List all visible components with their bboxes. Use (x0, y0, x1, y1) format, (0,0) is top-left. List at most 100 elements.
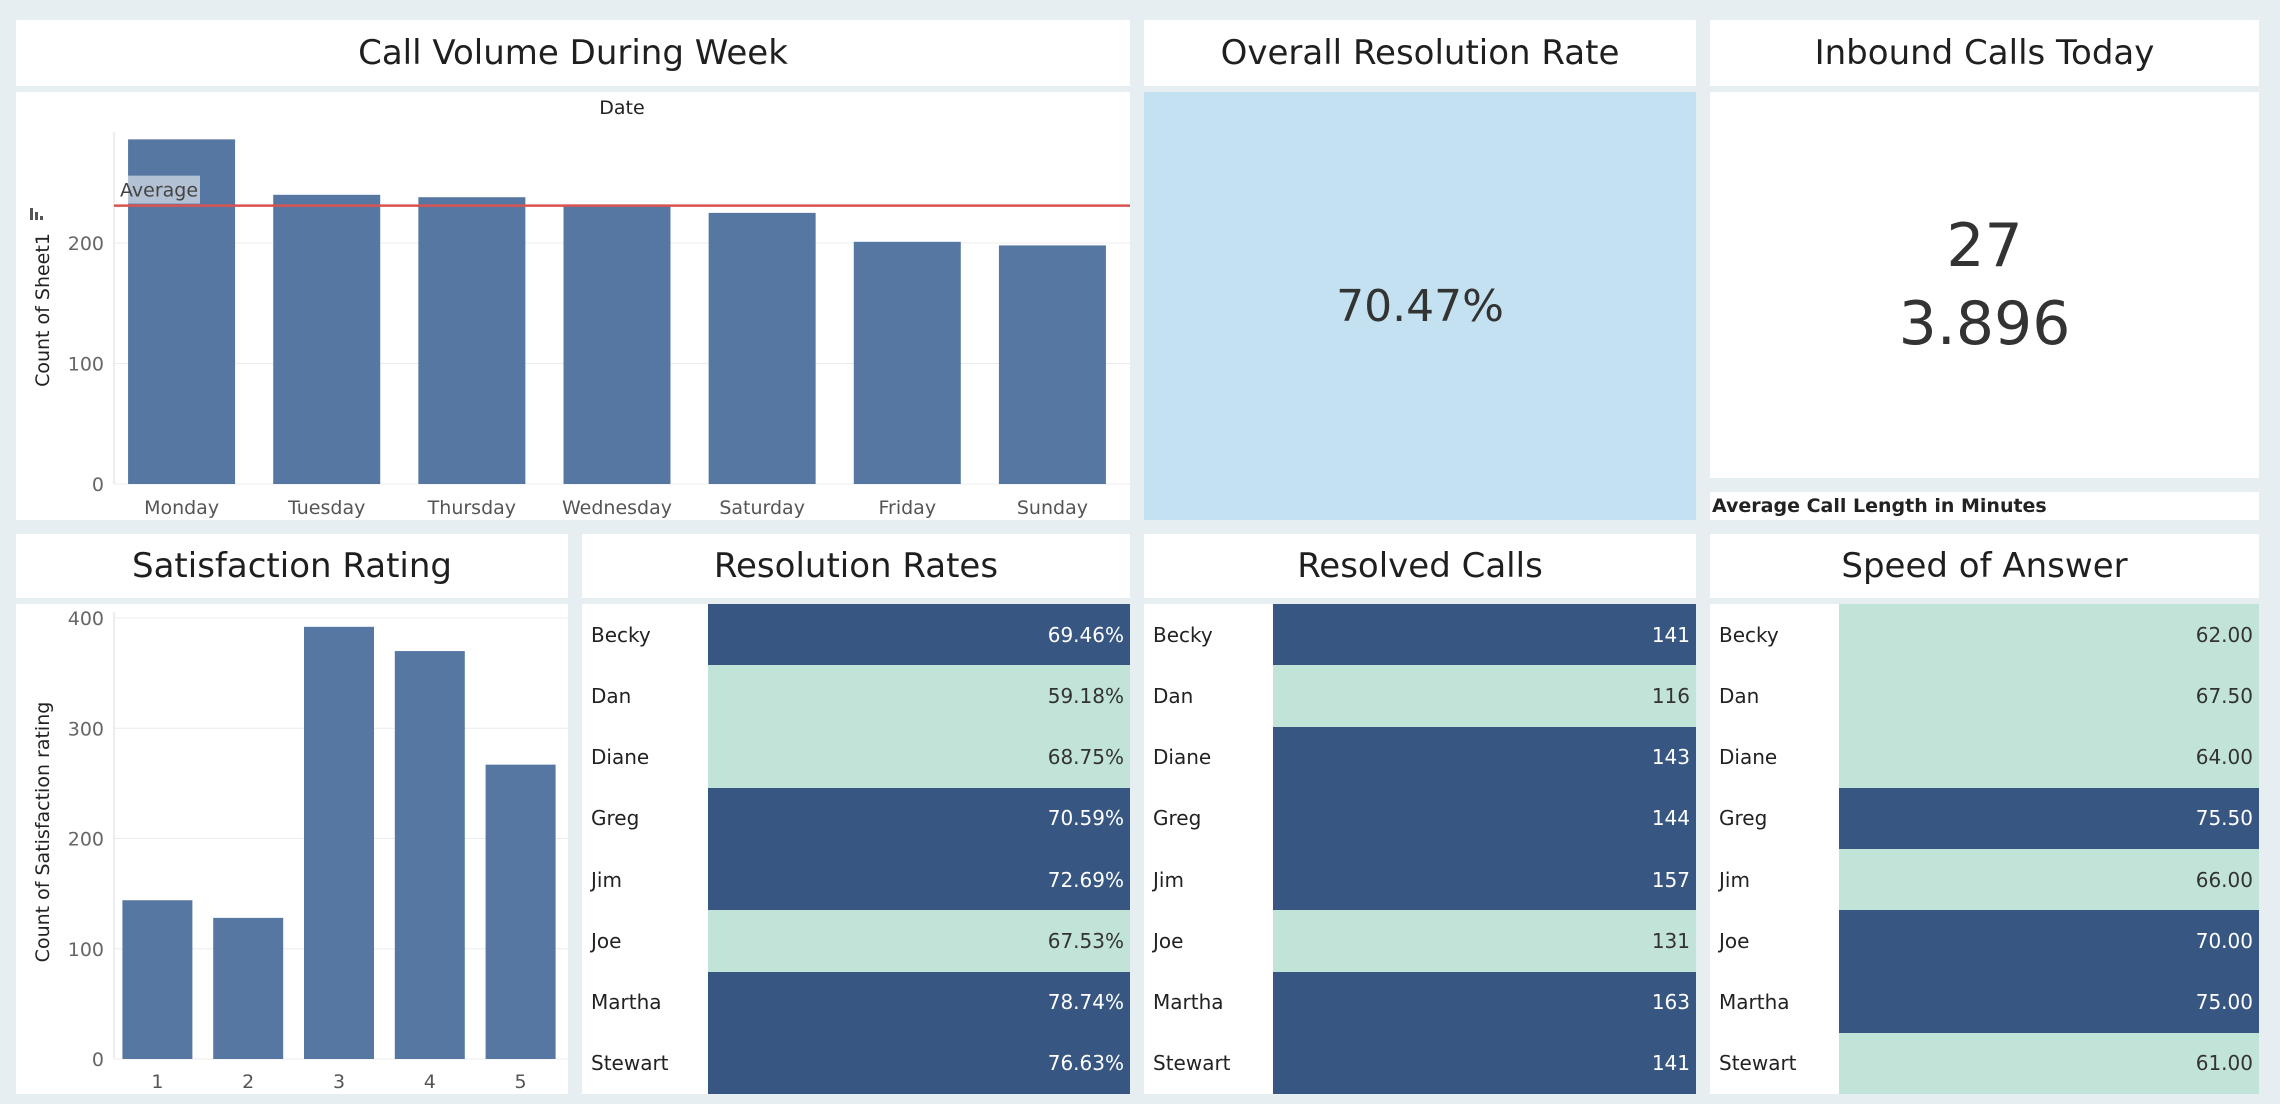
bar-wednesday[interactable] (563, 204, 671, 484)
bar-rating-4[interactable] (394, 651, 465, 1059)
row-value[interactable]: 67.50 (1839, 665, 2259, 727)
bar-tuesday[interactable] (273, 194, 381, 485)
row-value[interactable]: 163 (1273, 971, 1696, 1033)
table-row[interactable]: Jim 66.00 (1710, 849, 2259, 911)
bar-rating-2[interactable] (213, 917, 284, 1059)
x-tick-label: 3 (333, 1071, 345, 1093)
row-name: Greg (1710, 787, 1848, 849)
table-row[interactable]: Greg 75.50 (1710, 787, 2259, 849)
row-name: Becky (582, 604, 717, 666)
row-name: Diane (582, 726, 717, 788)
table-row[interactable]: Becky 141 (1144, 604, 1696, 666)
row-value[interactable]: 75.00 (1839, 971, 2259, 1033)
table-row[interactable]: Joe 67.53% (582, 910, 1130, 972)
resolved-calls-table: Becky 141 Dan 116 Diane 143 Greg 144 Jim 157 Joe 13… (1144, 604, 1696, 1094)
table-row[interactable]: Stewart 61.00 (1710, 1032, 2259, 1094)
row-name: Diane (1144, 726, 1282, 788)
table-row[interactable]: Diane 68.75% (582, 726, 1130, 788)
average-call-length-label: Average Call Length in Minutes (1710, 492, 2259, 520)
satisfaction-svg: 0 100 200 300 400 Count of Satisfaction ratin… (32, 608, 568, 1093)
y-tick-label: 100 (68, 939, 104, 961)
bar-thursday[interactable] (418, 197, 526, 484)
x-tick-label: 5 (515, 1071, 527, 1093)
inbound-calls-title: Inbound Calls Today (1710, 20, 2259, 86)
table-row[interactable]: Stewart 141 (1144, 1032, 1696, 1094)
call-volume-title: Call Volume During Week (16, 20, 1130, 86)
bar-rating-5[interactable] (485, 764, 556, 1059)
satisfaction-title: Satisfaction Rating (16, 534, 568, 598)
y-tick-label: 400 (68, 608, 104, 630)
table-row[interactable]: Dan 67.50 (1710, 665, 2259, 727)
row-value[interactable]: 157 (1273, 849, 1696, 911)
row-value[interactable]: 67.53% (708, 910, 1130, 972)
row-value[interactable]: 64.00 (1839, 726, 2259, 788)
table-row[interactable]: Diane 64.00 (1710, 726, 2259, 788)
table-row[interactable]: Stewart 76.63% (582, 1032, 1130, 1094)
table-row[interactable]: Becky 69.46% (582, 604, 1130, 666)
bar-saturday[interactable] (708, 212, 816, 484)
row-name: Greg (1144, 787, 1282, 849)
table-row[interactable]: Jim 72.69% (582, 849, 1130, 911)
average-label-box (116, 175, 200, 204)
bar-friday[interactable] (853, 241, 961, 484)
table-row[interactable]: Dan 59.18% (582, 665, 1130, 727)
bar-rating-1[interactable] (122, 900, 193, 1059)
row-value[interactable]: 66.00 (1839, 849, 2259, 911)
x-tick-label: 1 (151, 1071, 163, 1093)
row-name: Martha (1144, 971, 1282, 1033)
row-value[interactable]: 62.00 (1839, 604, 2259, 666)
row-value[interactable]: 68.75% (708, 726, 1130, 788)
y-axis-label: Count of Satisfaction rating (32, 702, 54, 963)
call-volume-axis-title: Date (599, 97, 644, 119)
table-row[interactable]: Joe 70.00 (1710, 910, 2259, 972)
resolution-rates-table: Becky 69.46% Dan 59.18% Diane 68.75% Greg 70.59… (582, 604, 1130, 1094)
table-row[interactable]: Greg 70.59% (582, 787, 1130, 849)
table-row[interactable]: Diane 143 (1144, 726, 1696, 788)
x-tick-label: Wednesday (562, 497, 672, 519)
row-value[interactable]: 72.69% (708, 849, 1130, 911)
row-name: Joe (1144, 910, 1282, 972)
table-row[interactable]: Becky 62.00 (1710, 604, 2259, 666)
table-row[interactable]: Joe 131 (1144, 910, 1696, 972)
y-tick-label: 300 (68, 718, 104, 740)
row-value[interactable]: 144 (1273, 787, 1696, 849)
row-value[interactable]: 70.00 (1839, 910, 2259, 972)
bar-rating-3[interactable] (304, 626, 374, 1059)
speed-of-answer-title: Speed of Answer (1710, 534, 2259, 598)
row-value[interactable]: 69.46% (708, 604, 1130, 666)
x-tick-label: Sunday (1017, 497, 1088, 519)
x-tick-label: Tuesday (287, 497, 365, 519)
table-row[interactable]: Martha 78.74% (582, 971, 1130, 1033)
row-name: Jim (1710, 849, 1848, 911)
table-row[interactable]: Martha 75.00 (1710, 971, 2259, 1033)
row-name: Jim (1144, 849, 1282, 911)
bar-sunday[interactable] (998, 245, 1106, 484)
resolution-rates-title: Resolution Rates (582, 534, 1130, 598)
x-tick-label: Thursday (427, 497, 516, 519)
table-row[interactable]: Greg 144 (1144, 787, 1696, 849)
row-name: Martha (1710, 971, 1848, 1033)
table-row[interactable]: Jim 157 (1144, 849, 1696, 911)
table-row[interactable]: Dan 116 (1144, 665, 1696, 727)
row-name: Stewart (1144, 1032, 1282, 1094)
row-name: Dan (1144, 665, 1282, 727)
row-value[interactable]: 131 (1273, 910, 1696, 972)
row-value[interactable]: 61.00 (1839, 1032, 2259, 1094)
row-value[interactable]: 76.63% (708, 1032, 1130, 1094)
overall-resolution-rate-value: 70.47% (1144, 92, 1696, 520)
y-tick-label: 200 (68, 233, 104, 255)
row-value[interactable]: 59.18% (708, 665, 1130, 727)
sort-icon[interactable] (30, 208, 43, 220)
row-name: Stewart (582, 1032, 717, 1094)
row-value[interactable]: 141 (1273, 604, 1696, 666)
row-value[interactable]: 75.50 (1839, 787, 2259, 849)
x-tick-label: Saturday (719, 497, 805, 519)
row-value[interactable]: 70.59% (708, 787, 1130, 849)
row-name: Diane (1710, 726, 1848, 788)
row-value[interactable]: 78.74% (708, 971, 1130, 1033)
row-value[interactable]: 141 (1273, 1032, 1696, 1094)
table-row[interactable]: Martha 163 (1144, 971, 1696, 1033)
row-value[interactable]: 143 (1273, 726, 1696, 788)
row-value[interactable]: 116 (1273, 665, 1696, 727)
call-volume-chart: Date 0 100 200 Count of Sheet1 Monday Tuesday T… (16, 92, 1130, 520)
